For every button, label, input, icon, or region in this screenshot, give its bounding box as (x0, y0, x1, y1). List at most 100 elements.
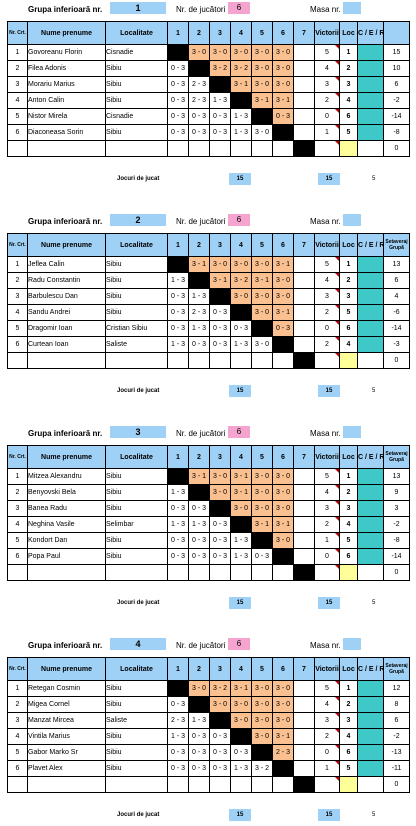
score-cell[interactable]: 0 - 3 (209, 304, 231, 321)
score-cell[interactable]: 3 - 1 (230, 680, 252, 697)
score-cell[interactable]: 0 - 3 (272, 108, 294, 125)
score-cell[interactable]: 0 - 3 (209, 108, 231, 125)
score-cell[interactable] (293, 712, 315, 729)
player-locality[interactable]: Saliste (105, 712, 168, 729)
score-cell[interactable]: 0 - 3 (209, 320, 231, 337)
player-locality[interactable]: Sibiu (105, 256, 168, 273)
score-cell[interactable]: 3 - 1 (272, 516, 294, 533)
score-cell[interactable] (230, 352, 252, 369)
score-cell[interactable] (209, 140, 231, 157)
player-locality[interactable]: Sibiu (105, 288, 168, 305)
score-cell[interactable]: 0 - 3 (167, 288, 189, 305)
cer-cell[interactable] (357, 728, 384, 745)
player-locality[interactable] (105, 352, 168, 369)
player-locality[interactable]: Sibiu (105, 696, 168, 713)
player-name[interactable]: Kondort Dan (27, 532, 106, 549)
score-cell[interactable]: 1 - 3 (188, 288, 210, 305)
score-cell[interactable]: 3 - 0 (230, 256, 252, 273)
score-cell[interactable] (293, 532, 315, 549)
score-cell[interactable]: 3 - 0 (272, 60, 294, 77)
player-name[interactable]: Retegan Cosmin (27, 680, 106, 697)
player-name[interactable]: Curtean Ioan (27, 336, 106, 353)
player-name[interactable]: Plavet Alex (27, 760, 106, 777)
player-locality[interactable]: Sibiu (105, 60, 168, 77)
cer-cell[interactable] (357, 516, 384, 533)
score-cell[interactable] (230, 564, 252, 581)
score-cell[interactable] (251, 140, 273, 157)
score-cell[interactable]: 0 - 3 (251, 548, 273, 565)
score-cell[interactable]: 3 - 1 (272, 304, 294, 321)
score-cell[interactable]: 3 - 0 (251, 288, 273, 305)
player-name[interactable]: Diaconeasa Sorin (27, 124, 106, 141)
score-cell[interactable] (293, 288, 315, 305)
score-cell[interactable]: 0 - 3 (209, 548, 231, 565)
score-cell[interactable] (293, 92, 315, 109)
score-cell[interactable]: 0 - 3 (188, 728, 210, 745)
cer-cell[interactable] (357, 108, 384, 125)
score-cell[interactable]: 0 - 3 (230, 320, 252, 337)
player-locality[interactable]: Selimbar (105, 516, 168, 533)
table-number-field[interactable] (343, 214, 361, 226)
score-cell[interactable]: 1 - 3 (209, 92, 231, 109)
player-name[interactable]: Morariu Marius (27, 76, 106, 93)
cer-cell[interactable] (357, 760, 384, 777)
score-cell[interactable]: 0 - 3 (188, 124, 210, 141)
cer-cell[interactable] (357, 320, 384, 337)
score-cell[interactable]: 3 - 0 (272, 44, 294, 61)
score-cell[interactable]: 3 - 0 (209, 696, 231, 713)
score-cell[interactable] (293, 256, 315, 273)
score-cell[interactable]: 3 - 0 (272, 500, 294, 517)
score-cell[interactable]: 3 - 1 (230, 484, 252, 501)
score-cell[interactable]: 3 - 0 (272, 76, 294, 93)
score-cell[interactable]: 3 - 1 (188, 256, 210, 273)
score-cell[interactable]: 3 - 0 (230, 44, 252, 61)
player-name[interactable]: Nistor Mirela (27, 108, 106, 125)
score-cell[interactable]: 3 - 0 (188, 44, 210, 61)
score-cell[interactable]: 3 - 2 (230, 272, 252, 289)
score-cell[interactable] (293, 500, 315, 517)
score-cell[interactable]: 3 - 0 (251, 680, 273, 697)
score-cell[interactable]: 0 - 3 (167, 320, 189, 337)
score-cell[interactable]: 1 - 3 (167, 728, 189, 745)
cer-cell[interactable] (357, 744, 384, 761)
score-cell[interactable]: 0 - 3 (167, 76, 189, 93)
player-locality[interactable]: Sibiu (105, 760, 168, 777)
cer-cell[interactable] (357, 44, 384, 61)
score-cell[interactable]: 3 - 0 (251, 468, 273, 485)
score-cell[interactable]: 3 - 0 (209, 468, 231, 485)
score-cell[interactable]: 0 - 3 (188, 336, 210, 353)
score-cell[interactable]: 0 - 3 (167, 92, 189, 109)
score-cell[interactable]: 3 - 0 (272, 680, 294, 697)
score-cell[interactable]: 3 - 0 (251, 712, 273, 729)
player-name[interactable]: Filea Adonis (27, 60, 106, 77)
score-cell[interactable]: 0 - 3 (167, 304, 189, 321)
score-cell[interactable] (293, 760, 315, 777)
score-cell[interactable]: 3 - 0 (251, 336, 273, 353)
cer-cell[interactable] (357, 140, 384, 157)
score-cell[interactable]: 1 - 3 (188, 320, 210, 337)
score-cell[interactable]: 3 - 0 (251, 484, 273, 501)
score-cell[interactable]: 3 - 0 (272, 712, 294, 729)
score-cell[interactable]: 0 - 3 (167, 60, 189, 77)
score-cell[interactable]: 1 - 3 (230, 532, 252, 549)
player-name[interactable] (27, 776, 106, 793)
score-cell[interactable]: 0 - 3 (167, 548, 189, 565)
score-cell[interactable] (188, 352, 210, 369)
score-cell[interactable]: 3 - 0 (251, 76, 273, 93)
player-locality[interactable]: Sibiu (105, 532, 168, 549)
score-cell[interactable]: 3 - 0 (251, 256, 273, 273)
player-locality[interactable]: Sibiu (105, 744, 168, 761)
score-cell[interactable] (293, 44, 315, 61)
player-name[interactable]: Mitzea Alexandru (27, 468, 106, 485)
score-cell[interactable] (230, 776, 252, 793)
score-cell[interactable]: 3 - 1 (272, 728, 294, 745)
score-cell[interactable]: 2 - 3 (188, 76, 210, 93)
cer-cell[interactable] (357, 256, 384, 273)
cer-cell[interactable] (357, 680, 384, 697)
score-cell[interactable]: 0 - 3 (188, 532, 210, 549)
player-name[interactable]: Barbulescu Dan (27, 288, 106, 305)
player-name[interactable]: Benyovski Bela (27, 484, 106, 501)
score-cell[interactable]: 0 - 3 (209, 532, 231, 549)
player-locality[interactable]: Cisnadie (105, 108, 168, 125)
player-name[interactable]: Dragomir Ioan (27, 320, 106, 337)
